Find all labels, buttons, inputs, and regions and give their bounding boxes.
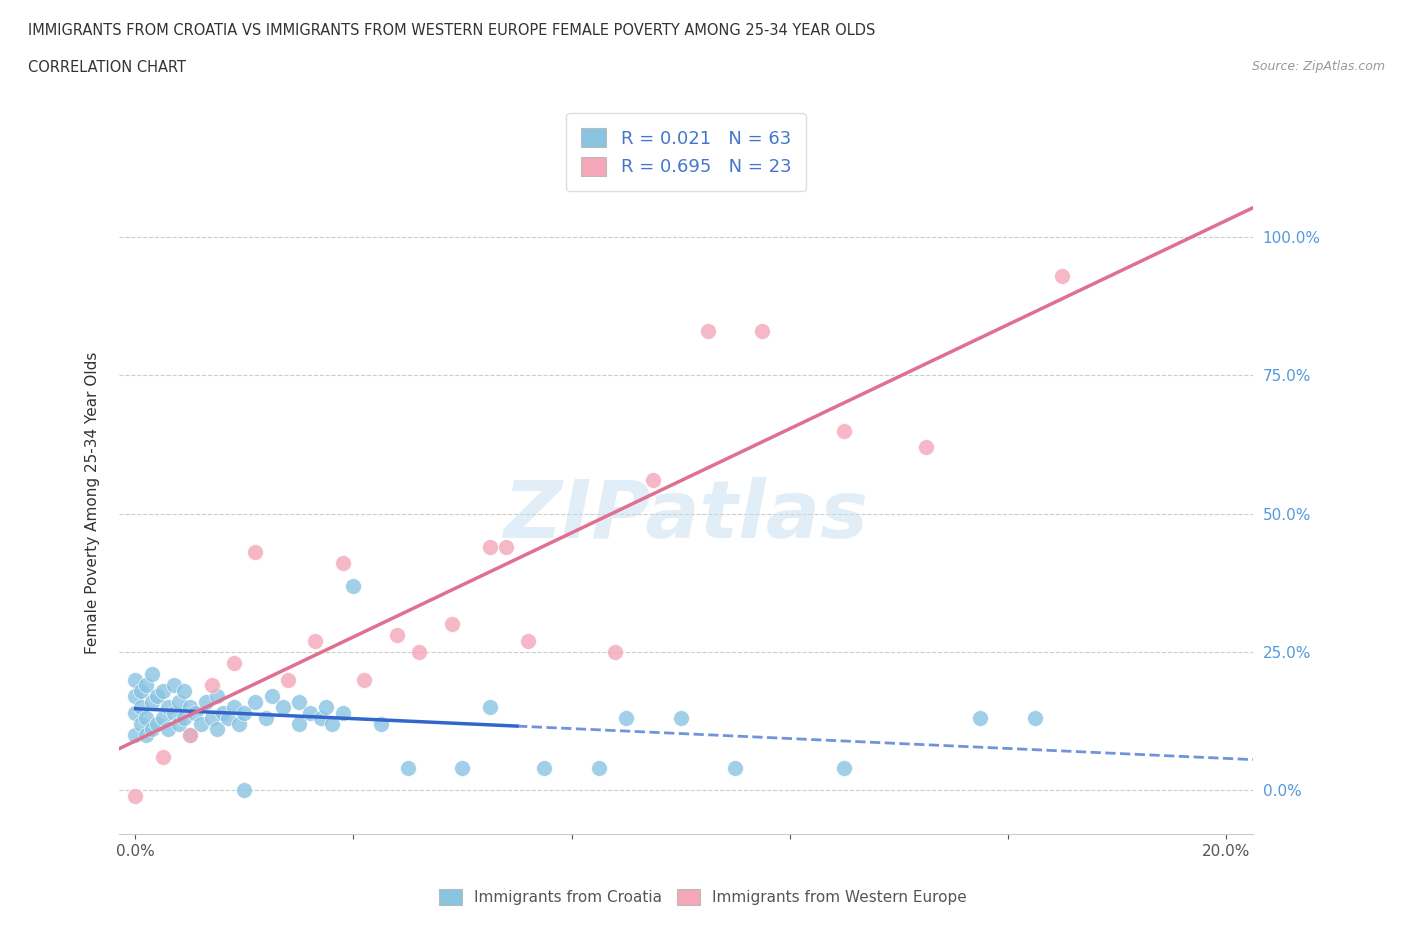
Point xyxy=(309,711,332,725)
Point xyxy=(254,711,277,725)
Point xyxy=(179,699,201,714)
Point xyxy=(342,578,364,593)
Point xyxy=(217,711,239,725)
Point xyxy=(643,473,665,488)
Point xyxy=(751,324,773,339)
Point xyxy=(173,711,195,725)
Point xyxy=(184,705,207,720)
Point xyxy=(516,633,538,648)
Point xyxy=(385,628,408,643)
Legend: R = 0.021   N = 63, R = 0.695   N = 23: R = 0.021 N = 63, R = 0.695 N = 23 xyxy=(567,113,806,191)
Point xyxy=(605,644,627,659)
Point xyxy=(141,722,163,737)
Point xyxy=(124,789,146,804)
Point xyxy=(408,644,430,659)
Point xyxy=(152,711,174,725)
Point xyxy=(696,324,718,339)
Point xyxy=(245,695,267,710)
Text: Source: ZipAtlas.com: Source: ZipAtlas.com xyxy=(1251,60,1385,73)
Point xyxy=(396,761,419,776)
Point xyxy=(129,716,152,731)
Point xyxy=(614,711,637,725)
Point xyxy=(141,695,163,710)
Point xyxy=(146,689,169,704)
Point xyxy=(588,761,610,776)
Point xyxy=(478,539,501,554)
Point xyxy=(129,684,152,698)
Point xyxy=(260,689,283,704)
Point xyxy=(304,633,326,648)
Point xyxy=(124,689,146,704)
Point xyxy=(969,711,991,725)
Point xyxy=(167,695,190,710)
Y-axis label: Female Poverty Among 25-34 Year Olds: Female Poverty Among 25-34 Year Olds xyxy=(86,352,100,654)
Point xyxy=(195,695,218,710)
Point xyxy=(205,689,228,704)
Point xyxy=(124,672,146,687)
Text: CORRELATION CHART: CORRELATION CHART xyxy=(28,60,186,75)
Point xyxy=(245,545,267,560)
Point xyxy=(141,667,163,682)
Point xyxy=(321,716,343,731)
Point xyxy=(915,440,938,455)
Point xyxy=(832,423,855,438)
Point xyxy=(288,695,311,710)
Point xyxy=(162,678,184,693)
Point xyxy=(152,750,174,764)
Point xyxy=(298,705,321,720)
Point xyxy=(135,678,157,693)
Point xyxy=(129,699,152,714)
Point xyxy=(222,656,245,671)
Point xyxy=(495,539,517,554)
Point xyxy=(190,716,212,731)
Point xyxy=(157,699,180,714)
Legend: Immigrants from Croatia, Immigrants from Western Europe: Immigrants from Croatia, Immigrants from… xyxy=(432,882,974,913)
Point xyxy=(157,722,180,737)
Text: IMMIGRANTS FROM CROATIA VS IMMIGRANTS FROM WESTERN EUROPE FEMALE POVERTY AMONG 2: IMMIGRANTS FROM CROATIA VS IMMIGRANTS FR… xyxy=(28,23,876,38)
Point xyxy=(179,727,201,742)
Point xyxy=(353,672,375,687)
Point xyxy=(201,711,224,725)
Point xyxy=(669,711,692,725)
Point xyxy=(724,761,747,776)
Point xyxy=(152,684,174,698)
Text: ZIPatlas: ZIPatlas xyxy=(503,477,869,555)
Point xyxy=(179,727,201,742)
Point xyxy=(233,783,256,798)
Point xyxy=(135,727,157,742)
Point xyxy=(167,716,190,731)
Point xyxy=(288,716,311,731)
Point xyxy=(233,705,256,720)
Point xyxy=(162,705,184,720)
Point xyxy=(440,617,463,631)
Point xyxy=(211,705,233,720)
Point xyxy=(1050,268,1073,283)
Point xyxy=(370,716,392,731)
Point xyxy=(124,727,146,742)
Point xyxy=(135,711,157,725)
Point xyxy=(332,705,354,720)
Point xyxy=(832,761,855,776)
Point xyxy=(124,705,146,720)
Point xyxy=(277,672,299,687)
Point xyxy=(1024,711,1046,725)
Point xyxy=(315,699,337,714)
Point xyxy=(533,761,555,776)
Point xyxy=(451,761,474,776)
Point xyxy=(478,699,501,714)
Point xyxy=(201,678,224,693)
Point xyxy=(271,699,294,714)
Point xyxy=(205,722,228,737)
Point xyxy=(222,699,245,714)
Point xyxy=(146,716,169,731)
Point xyxy=(173,684,195,698)
Point xyxy=(228,716,250,731)
Point xyxy=(332,556,354,571)
